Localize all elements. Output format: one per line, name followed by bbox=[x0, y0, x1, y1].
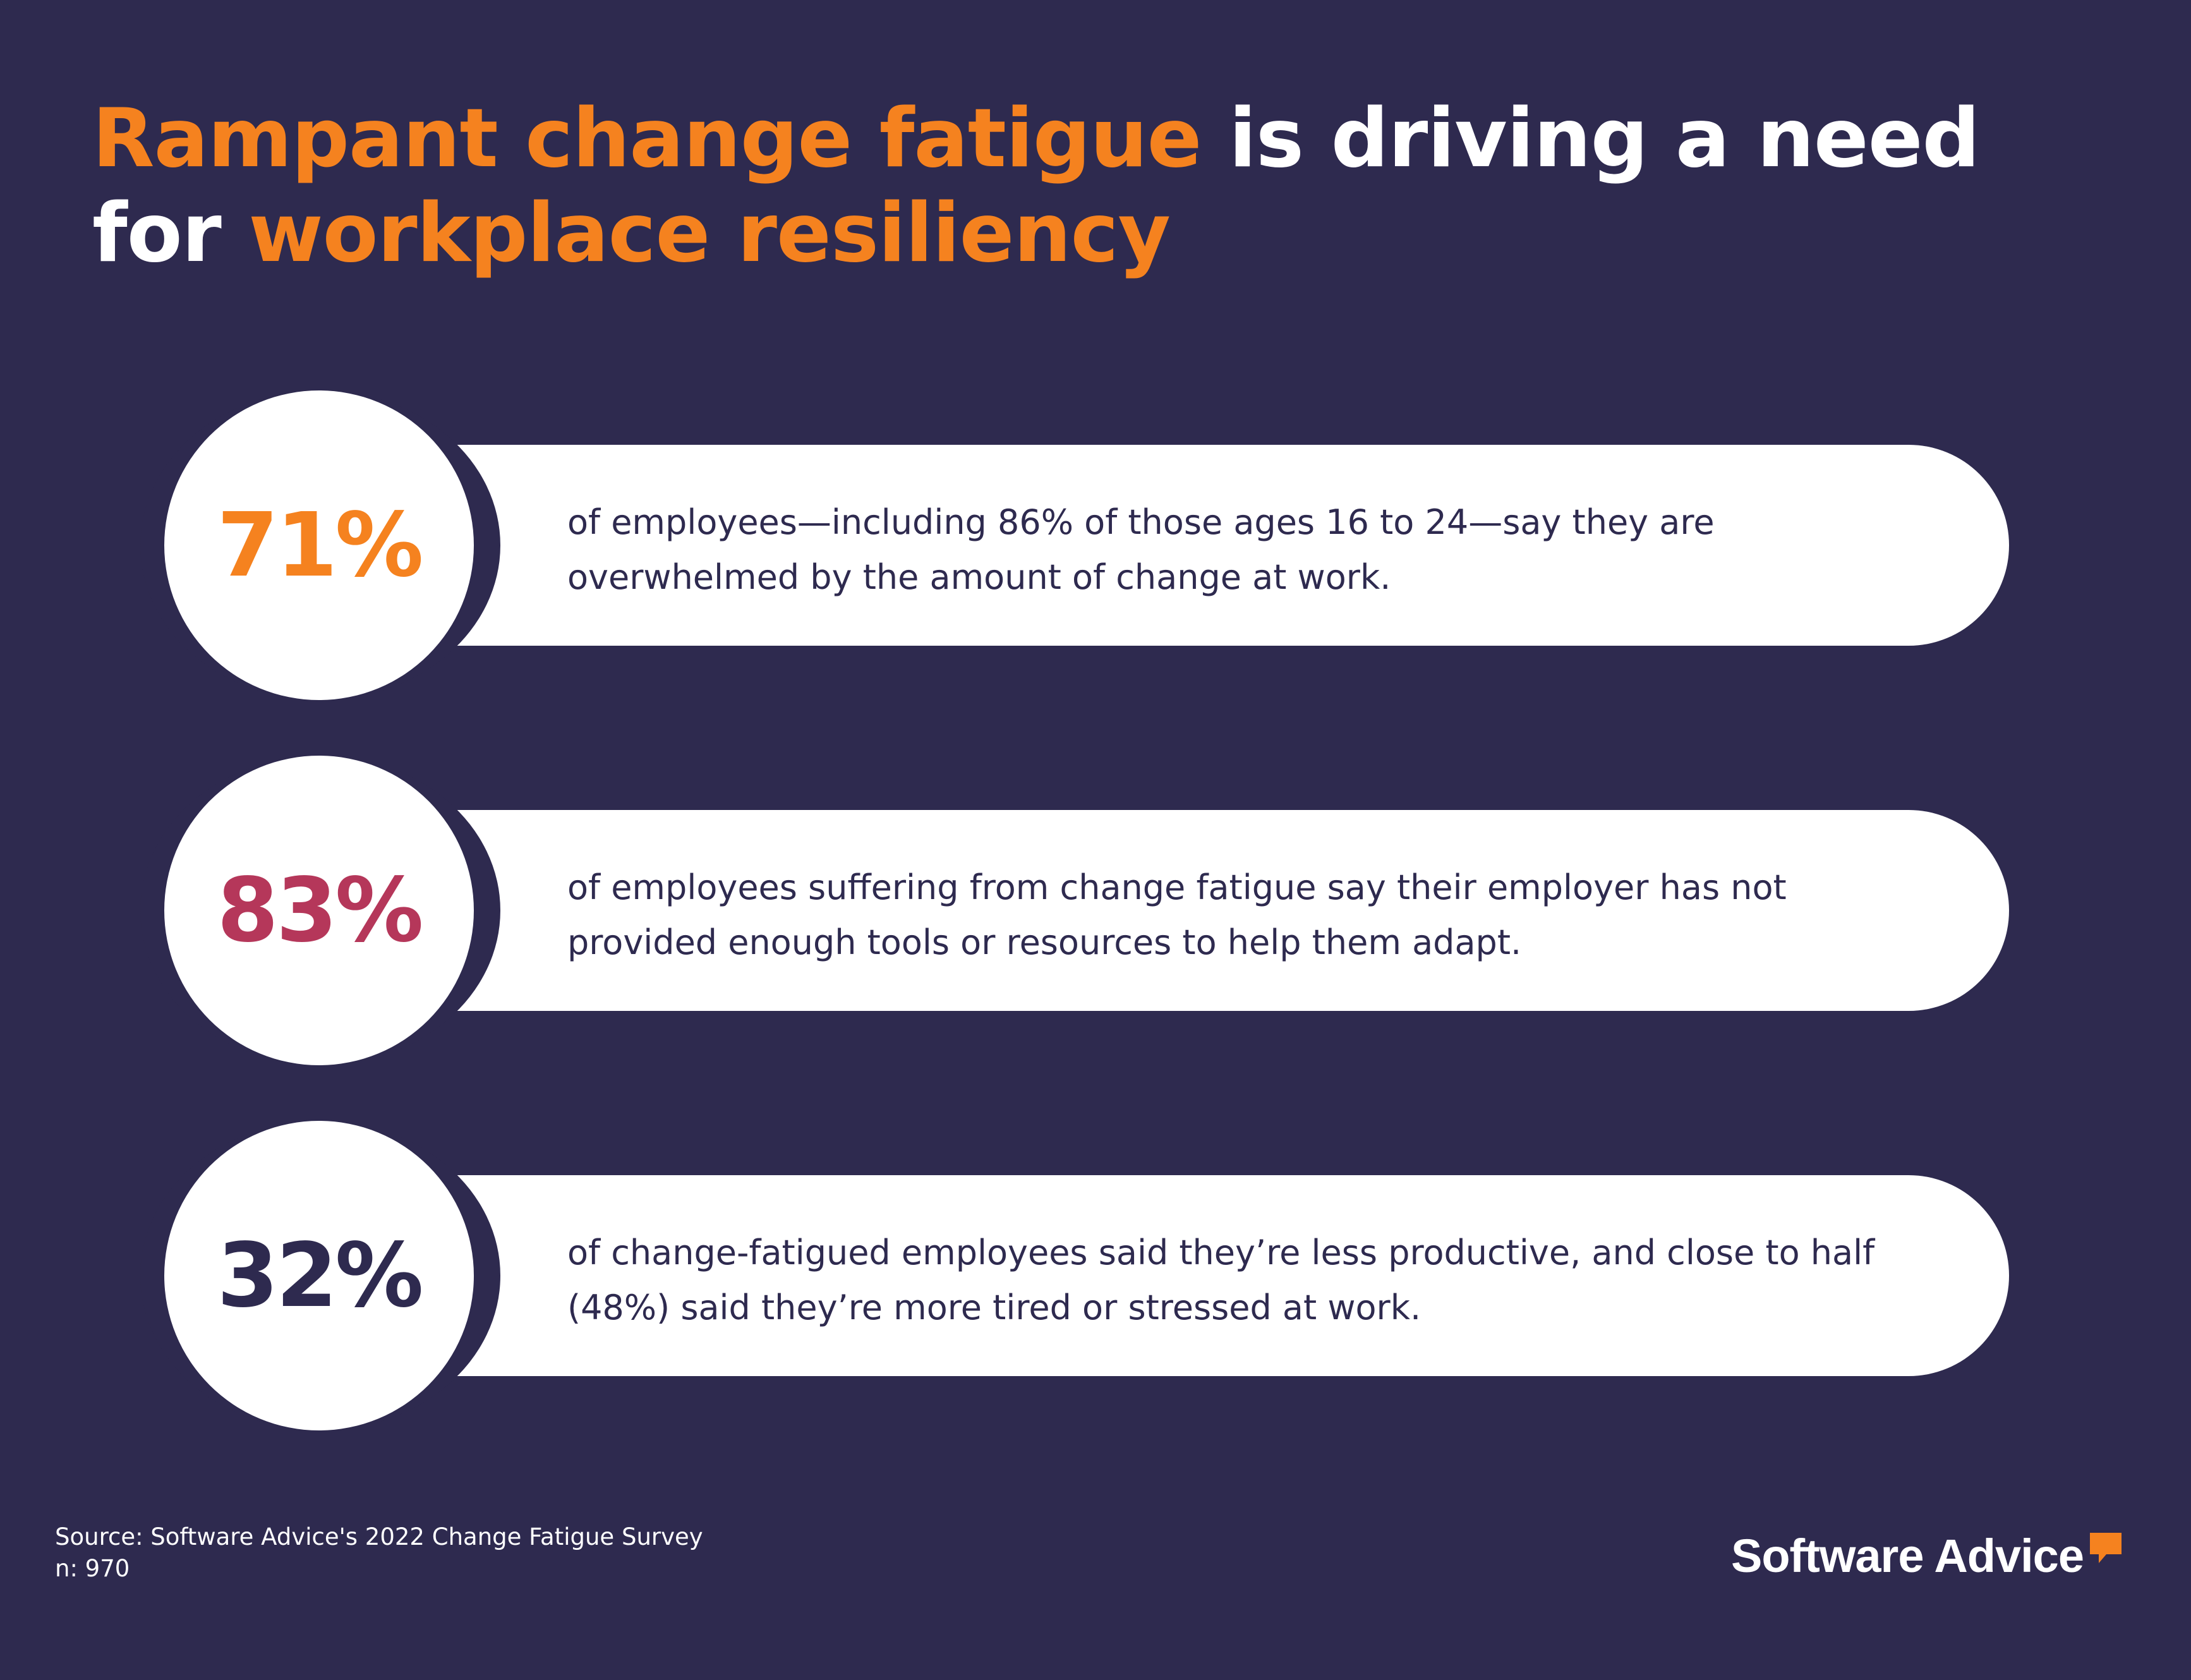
stat-row-1: of employees—including 86% of those ages… bbox=[0, 390, 2191, 700]
stat-description-line-2: provided enough tools or resources to he… bbox=[567, 922, 1522, 962]
stat-pill bbox=[442, 445, 2009, 646]
stat-row-2: of employees suffering from change fatig… bbox=[0, 756, 2191, 1065]
stat-description-line-2: overwhelmed by the amount of change at w… bbox=[567, 557, 1391, 597]
title-highlight-1: Rampant change fatigue bbox=[92, 92, 1202, 186]
software-advice-logo: Software Advice bbox=[1731, 1528, 2124, 1585]
stat-value: 32% bbox=[217, 1224, 423, 1327]
stat-circle: 71% bbox=[164, 390, 474, 700]
stat-row-3: of change-fatigued employees said they’r… bbox=[0, 1121, 2191, 1430]
speech-bubble-icon bbox=[2087, 1530, 2124, 1570]
stat-description-line-2: (48%) said they’re more tired or stresse… bbox=[567, 1288, 1421, 1327]
stat-description-line-1: of employees suffering from change fatig… bbox=[567, 867, 1787, 907]
source-text: Source: Software Advice's 2022 Change Fa… bbox=[55, 1523, 703, 1550]
stat-value: 71% bbox=[217, 493, 423, 597]
title-highlight-2: workplace resiliency bbox=[248, 186, 1171, 281]
logo-text: Software Advice bbox=[1731, 1530, 2084, 1582]
stat-description: of employees—including 86% of those ages… bbox=[567, 495, 1926, 605]
stat-description-line-1: of employees—including 86% of those ages… bbox=[567, 502, 1715, 542]
stat-value: 83% bbox=[217, 859, 423, 962]
stat-pill bbox=[442, 810, 2009, 1011]
title-text-2: for bbox=[92, 186, 249, 281]
stat-description-line-1: of change-fatigued employees said they’r… bbox=[567, 1233, 1875, 1272]
stat-circle: 83% bbox=[164, 756, 474, 1065]
stat-pill bbox=[442, 1175, 2009, 1376]
source-note: Source: Software Advice's 2022 Change Fa… bbox=[55, 1521, 703, 1585]
stat-circle: 32% bbox=[164, 1121, 474, 1430]
stat-description: of change-fatigued employees said they’r… bbox=[567, 1225, 1926, 1335]
title-text-1: is driving a need bbox=[1201, 92, 1980, 186]
stat-description: of employees suffering from change fatig… bbox=[567, 860, 1926, 970]
sample-size: n: 970 bbox=[55, 1555, 130, 1582]
page-title: Rampant change fatigue is driving a need… bbox=[92, 92, 2051, 281]
